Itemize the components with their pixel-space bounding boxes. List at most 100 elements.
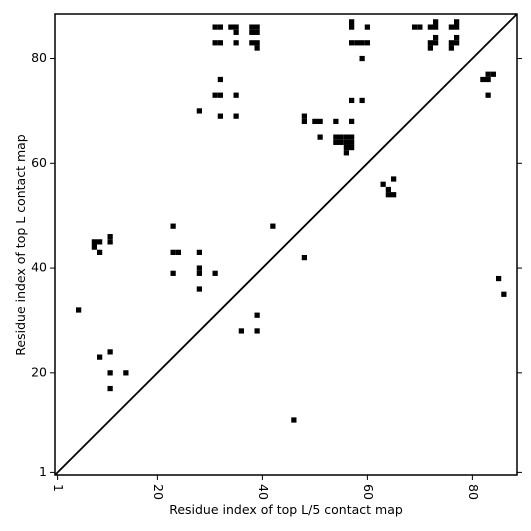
data-point bbox=[217, 76, 223, 83]
data-point bbox=[359, 97, 365, 104]
x-axis-title: Residue index of top L/5 contact map bbox=[169, 502, 403, 517]
data-point bbox=[454, 40, 460, 46]
data-point bbox=[312, 118, 318, 125]
data-point bbox=[301, 254, 307, 261]
data-point bbox=[254, 328, 260, 334]
y-tick-label: 1 bbox=[39, 464, 47, 479]
data-point bbox=[380, 181, 386, 187]
data-point bbox=[212, 270, 218, 276]
y-tick-label: 80 bbox=[31, 50, 47, 65]
marks-layer bbox=[76, 19, 507, 423]
data-point bbox=[343, 150, 349, 156]
data-point bbox=[349, 40, 355, 46]
data-point bbox=[196, 265, 202, 271]
data-point bbox=[91, 244, 97, 250]
data-point bbox=[254, 45, 260, 51]
data-point bbox=[196, 286, 202, 292]
data-point bbox=[76, 307, 82, 313]
x-tick-label: 40 bbox=[256, 484, 271, 500]
data-point bbox=[233, 40, 239, 46]
data-point bbox=[317, 118, 323, 125]
data-point bbox=[249, 29, 255, 35]
data-point bbox=[107, 370, 113, 376]
data-point bbox=[343, 144, 349, 151]
data-point bbox=[175, 249, 181, 255]
data-point bbox=[196, 270, 202, 276]
data-point bbox=[433, 34, 439, 41]
data-point bbox=[170, 270, 176, 276]
data-point bbox=[364, 40, 370, 46]
data-point bbox=[364, 24, 370, 30]
data-point bbox=[196, 249, 202, 255]
data-point bbox=[238, 328, 244, 334]
data-point bbox=[454, 19, 460, 25]
data-point bbox=[338, 139, 344, 145]
data-point bbox=[485, 92, 491, 98]
x-tick-label: 60 bbox=[361, 484, 376, 500]
y-axis: 1 20 40 60 80 bbox=[31, 50, 522, 479]
data-point bbox=[196, 108, 202, 114]
data-point bbox=[270, 223, 276, 229]
x-tick-label: 20 bbox=[151, 484, 166, 500]
data-point bbox=[333, 139, 339, 145]
data-point bbox=[427, 24, 433, 30]
data-point bbox=[212, 24, 218, 30]
data-point bbox=[501, 291, 507, 297]
data-point bbox=[485, 76, 491, 83]
data-point bbox=[427, 40, 433, 46]
data-point bbox=[233, 92, 239, 98]
data-point bbox=[91, 239, 97, 245]
data-point bbox=[448, 40, 454, 46]
data-point bbox=[217, 92, 223, 98]
data-point bbox=[433, 19, 439, 25]
data-point bbox=[233, 29, 239, 35]
data-point bbox=[291, 417, 297, 423]
data-point bbox=[107, 349, 113, 355]
data-point bbox=[349, 118, 355, 125]
data-point bbox=[354, 40, 360, 46]
data-point bbox=[254, 29, 260, 35]
data-point bbox=[301, 118, 307, 125]
data-point bbox=[454, 24, 460, 30]
x-axis: 1 20 40 60 80 bbox=[51, 475, 481, 500]
data-point bbox=[212, 92, 218, 98]
data-point bbox=[217, 113, 223, 119]
data-point bbox=[417, 24, 423, 30]
data-point bbox=[170, 223, 176, 229]
data-point bbox=[338, 134, 344, 140]
diagonal-line bbox=[54, 13, 518, 476]
data-point bbox=[433, 24, 439, 30]
data-point bbox=[333, 134, 339, 140]
data-point bbox=[97, 239, 103, 245]
data-point bbox=[343, 139, 349, 145]
data-point bbox=[249, 24, 255, 30]
data-point bbox=[217, 40, 223, 46]
data-point bbox=[217, 24, 223, 30]
data-point bbox=[233, 24, 239, 30]
data-point bbox=[212, 40, 218, 46]
data-point bbox=[107, 239, 113, 245]
y-tick-label: 60 bbox=[31, 155, 47, 170]
data-point bbox=[317, 134, 323, 140]
data-point bbox=[496, 275, 502, 282]
data-point bbox=[123, 370, 129, 376]
data-point bbox=[170, 249, 176, 255]
data-point bbox=[448, 24, 454, 30]
plot-frame bbox=[54, 13, 518, 476]
x-tick-label: 80 bbox=[466, 484, 481, 500]
data-point bbox=[385, 192, 391, 198]
data-point bbox=[485, 71, 491, 77]
data-point bbox=[349, 24, 355, 30]
data-point bbox=[480, 76, 486, 83]
data-point bbox=[412, 24, 418, 30]
data-point bbox=[454, 34, 460, 41]
x-tick-label: 1 bbox=[51, 484, 66, 492]
data-point bbox=[448, 45, 454, 51]
data-point bbox=[391, 176, 397, 182]
data-point bbox=[228, 24, 234, 30]
data-point bbox=[254, 24, 260, 30]
data-point bbox=[333, 118, 339, 125]
data-point bbox=[349, 134, 355, 140]
data-point bbox=[349, 139, 355, 145]
